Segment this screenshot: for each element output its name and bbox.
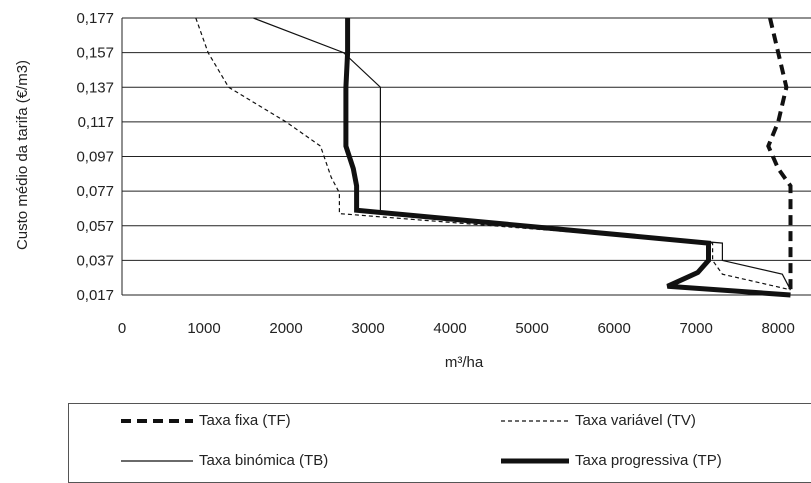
y-axis-label: Custo médio da tarifa (€/m3)	[14, 60, 31, 250]
series-line-1	[195, 17, 791, 291]
grid-lines	[121, 17, 811, 296]
x-tick-labels: 0 1000 2000 3000 4000 5000 6000 7000 8000	[118, 320, 795, 337]
legend-label-tf: Taxa fixa (TF)	[199, 412, 291, 429]
x-axis-label: m³/ha	[445, 354, 484, 371]
legend-label-tv: Taxa variável (TV)	[575, 412, 696, 429]
legend-item-tb: Taxa binómica (TB)	[119, 452, 328, 469]
legend-swatch-tp	[501, 458, 569, 463]
legend-label-tp: Taxa progressiva (TP)	[575, 452, 722, 469]
y-tick-label: 0,037	[76, 252, 114, 269]
y-tick-label: 0,017	[76, 287, 114, 304]
y-tick-label: 0,137	[76, 79, 114, 96]
y-tick-label: 0,077	[76, 183, 114, 200]
y-tick-label: 0,097	[76, 149, 114, 166]
series-line-0	[766, 17, 793, 295]
series-layer	[195, 17, 793, 298]
legend-item-tp: Taxa progressiva (TP)	[499, 452, 722, 469]
x-tick-label: 1000	[187, 320, 220, 337]
y-tick-label: 0,117	[78, 114, 114, 131]
x-tick-label: 4000	[433, 320, 466, 337]
legend-label-tb: Taxa binómica (TB)	[199, 452, 329, 469]
legend-swatch-tv	[501, 419, 569, 422]
x-tick-label: 3000	[351, 320, 384, 337]
series-line-3	[343, 18, 791, 298]
x-tick-label: 7000	[679, 320, 712, 337]
x-tick-label: 8000	[762, 320, 795, 337]
legend-swatch-tf	[121, 418, 193, 423]
legend-item-tv: Taxa variável (TV)	[499, 412, 696, 429]
legend-swatch-tb	[121, 459, 193, 462]
x-tick-label: 2000	[269, 320, 302, 337]
y-tick-labels: 0,177 0,157 0,137 0,117 0,097 0,077 0,057 0,037…	[76, 10, 114, 304]
legend: Taxa fixa (TF) Taxa variável (TV) Taxa b…	[68, 403, 811, 483]
y-tick-label: 0,057	[76, 218, 114, 235]
x-tick-label: 5000	[515, 320, 548, 337]
y-tick-label: 0,177	[76, 10, 114, 27]
x-tick-label: 6000	[597, 320, 630, 337]
chart-plot: 0,177 0,157 0,137 0,117 0,097 0,077 0,057 0,037…	[14, 10, 811, 371]
y-tick-label: 0,157	[76, 45, 114, 62]
x-tick-label: 0	[118, 320, 126, 337]
legend-item-tf: Taxa fixa (TF)	[119, 412, 291, 429]
